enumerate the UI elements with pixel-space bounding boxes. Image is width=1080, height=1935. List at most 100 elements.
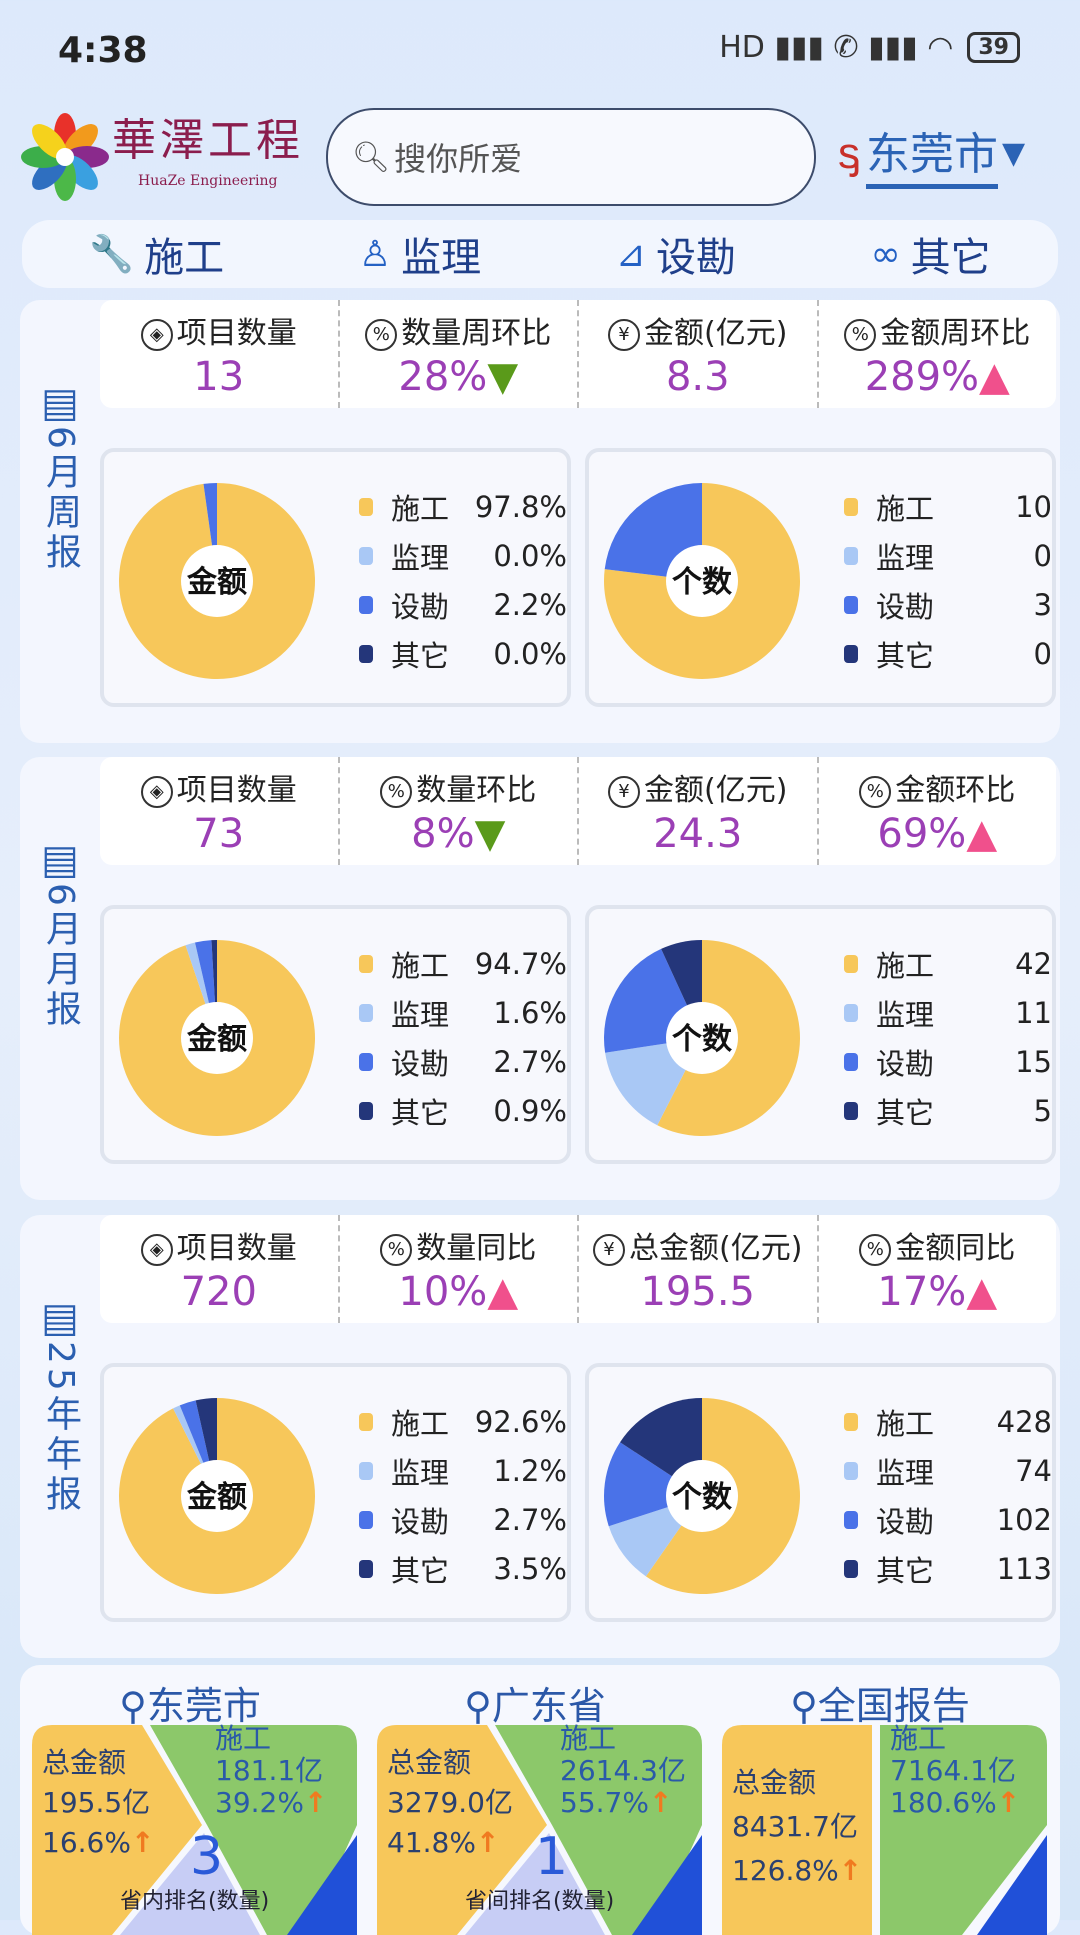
legend-item: 其它 3.5% xyxy=(359,1544,567,1593)
amount-donut-chart: 金额 xyxy=(118,1398,315,1594)
tab-label: 监理 xyxy=(401,235,482,281)
legend-label: 其它 xyxy=(391,1553,450,1588)
legend-swatch xyxy=(359,1559,373,1578)
wrench-icon: 🔧 xyxy=(89,234,135,275)
tab-3[interactable]: ∞ 其它 xyxy=(871,225,991,283)
stat-label: 金额(亿元) xyxy=(644,316,788,351)
legend-item: 监理 0 xyxy=(844,531,1052,580)
legend-item: 施工 92.6% xyxy=(359,1397,567,1446)
construction-area xyxy=(495,1725,702,1935)
city-selector[interactable]: ᶊ 东莞市 ▼ xyxy=(838,118,1025,189)
legend-value: 0 xyxy=(1033,538,1052,573)
total-label: 总金额 xyxy=(42,1746,127,1779)
stat-cell: % 金额环比 69%▲ xyxy=(816,757,1057,865)
donut-hole xyxy=(666,545,738,617)
rank-label: 省内排名(数量) xyxy=(120,1889,270,1914)
legend-swatch xyxy=(359,1412,373,1431)
construction-label: 施工 xyxy=(560,1722,617,1755)
legend-swatch xyxy=(359,1052,373,1071)
trend-up-icon: ▲ xyxy=(966,811,998,857)
layers-icon: ◈ xyxy=(140,1233,173,1266)
construction-growth-row: 39.2%↑ xyxy=(215,1787,327,1819)
legend-item: 设勘 102 xyxy=(844,1495,1052,1544)
total-amount: 3279.0亿 xyxy=(387,1786,513,1819)
stat-label: 数量周环比 xyxy=(401,316,552,351)
legend-value: 428 xyxy=(996,1404,1052,1439)
total-label: 总金额 xyxy=(387,1746,472,1779)
region-card[interactable]: ⚲广东省 总金额 3279.0亿 41.8%↑ 施工 2614.3亿 55.7%↑ 1 省间排名… xyxy=(365,1665,705,1935)
total-growth: 126.8% xyxy=(732,1854,839,1887)
flower-logo-icon xyxy=(21,113,109,201)
count-donut-chart: 个数 xyxy=(604,940,800,1136)
layers-icon: ◈ xyxy=(140,775,173,808)
construction-block: 施工 2614.3亿 55.7%↑ xyxy=(560,1723,686,1819)
count-donut-chart: 个数 xyxy=(604,1398,800,1594)
tab-1[interactable]: ♙ 监理 xyxy=(359,225,481,283)
stat-cell: ¥ 金额(亿元) 8.3 xyxy=(577,300,817,408)
legend-label: 监理 xyxy=(876,540,935,575)
location-pin-icon: ⚲ xyxy=(119,1684,147,1728)
legend-item: 设勘 2.7% xyxy=(359,1037,567,1086)
total-growth-row: 41.8%↑ xyxy=(387,1823,513,1863)
arrow-up-icon: ↑ xyxy=(648,1786,673,1819)
legend-item: 监理 74 xyxy=(844,1446,1052,1495)
stat-value: 24.3 xyxy=(653,811,743,857)
region-title: 东莞市 xyxy=(146,1684,261,1728)
total-amount: 195.5亿 xyxy=(42,1786,151,1819)
total-growth: 16.6% xyxy=(42,1826,131,1859)
legend-value: 3 xyxy=(1033,587,1052,622)
stat-label-row: ¥ 总金额(亿元) xyxy=(593,1223,802,1267)
tab-2[interactable]: ⊿ 设勘 xyxy=(616,225,736,283)
region-card[interactable]: ⚲东莞市 总金额 195.5亿 16.6%↑ 施工 181.1亿 39.2%↑ 3 省内排名(数… xyxy=(20,1665,360,1935)
legend-label: 设勘 xyxy=(391,1504,450,1539)
stat-value-row: 13 xyxy=(193,354,244,400)
amount-pie-panel: 金额 施工 94.7% 监理 1.6% 设勘 2.7% 其它 0.9% xyxy=(100,905,571,1164)
legend-item: 设勘 2.7% xyxy=(359,1495,567,1544)
construction-area xyxy=(150,1725,357,1935)
tab-0[interactable]: 🔧 施工 xyxy=(89,225,224,283)
count-donut-chart: 个数 xyxy=(604,483,800,679)
grid-icon: ∞ xyxy=(870,233,901,275)
legend-label: 其它 xyxy=(876,638,935,673)
region-title: 全国报告 xyxy=(817,1684,970,1728)
rank-value: 3 xyxy=(190,1827,224,1887)
legend-swatch xyxy=(359,644,373,663)
legend-label: 设勘 xyxy=(391,1046,450,1081)
construction-amount: 181.1亿 xyxy=(215,1754,324,1787)
yuan-icon: ¥ xyxy=(608,318,641,351)
legend-swatch xyxy=(359,546,373,565)
stat-value: 28% xyxy=(398,354,488,400)
legend-swatch xyxy=(359,595,373,614)
total-area xyxy=(377,1725,547,1935)
construction-growth-row: 55.7%↑ xyxy=(560,1787,686,1819)
legend-item: 其它 0.0% xyxy=(359,629,567,678)
section-title: 25年年报 xyxy=(40,1341,81,1515)
legend-value: 15 xyxy=(1015,1044,1052,1079)
document-icon: ▤ xyxy=(41,837,79,883)
legend-label: 监理 xyxy=(391,997,450,1032)
search-input[interactable]: 🔍︎ 搜你所爱 xyxy=(326,108,816,206)
signal-icons: HD ▮▮▮ ✆ ▮▮▮ ◠ xyxy=(719,30,954,65)
legend-label: 监理 xyxy=(391,540,450,575)
stats-row: ◈ 项目数量 720% 数量同比 10%▲ ¥ 总金额(亿元) 195.5% 金额同比 17%▲ xyxy=(100,1215,1056,1323)
legend-swatch xyxy=(844,1461,858,1480)
trend-up-icon: ▲ xyxy=(966,1269,998,1315)
legend-value: 2.2% xyxy=(493,587,567,622)
category-tabs: 🔧 施工 ♙ 监理 ⊿ 设勘 ∞ 其它 xyxy=(22,220,1058,288)
region-graphic xyxy=(32,1725,357,1935)
layers-icon: ◈ xyxy=(140,318,173,351)
legend-swatch xyxy=(359,954,373,973)
stat-cell: ¥ 总金额(亿元) 195.5 xyxy=(577,1215,817,1323)
region-card[interactable]: ⚲全国报告 总金额 8431.7亿 126.8%↑ 施工 7164.1亿 180.6%↑ xyxy=(710,1665,1050,1935)
stat-label-row: % 金额同比 xyxy=(859,1223,1015,1267)
arrow-up-icon: ↑ xyxy=(996,1786,1021,1819)
legend-swatch xyxy=(844,497,858,516)
region-title-row: ⚲东莞市 xyxy=(20,1675,360,1730)
region-summary: ⚲东莞市 总金额 195.5亿 16.6%↑ 施工 181.1亿 39.2%↑ 3 省内排名(数… xyxy=(20,1665,1060,1935)
legend-swatch xyxy=(844,1052,858,1071)
percent-icon: % xyxy=(380,775,413,808)
legend-value: 1.6% xyxy=(493,995,567,1030)
stat-value-row: 24.3 xyxy=(653,811,742,857)
donut-hole xyxy=(666,1002,738,1074)
report-section: ▤ 6月周报 ◈ 项目数量 13% 数量周环比 28%▼ ¥ 金额(亿元) 8.3% 金额周环比 28… xyxy=(20,300,1060,743)
